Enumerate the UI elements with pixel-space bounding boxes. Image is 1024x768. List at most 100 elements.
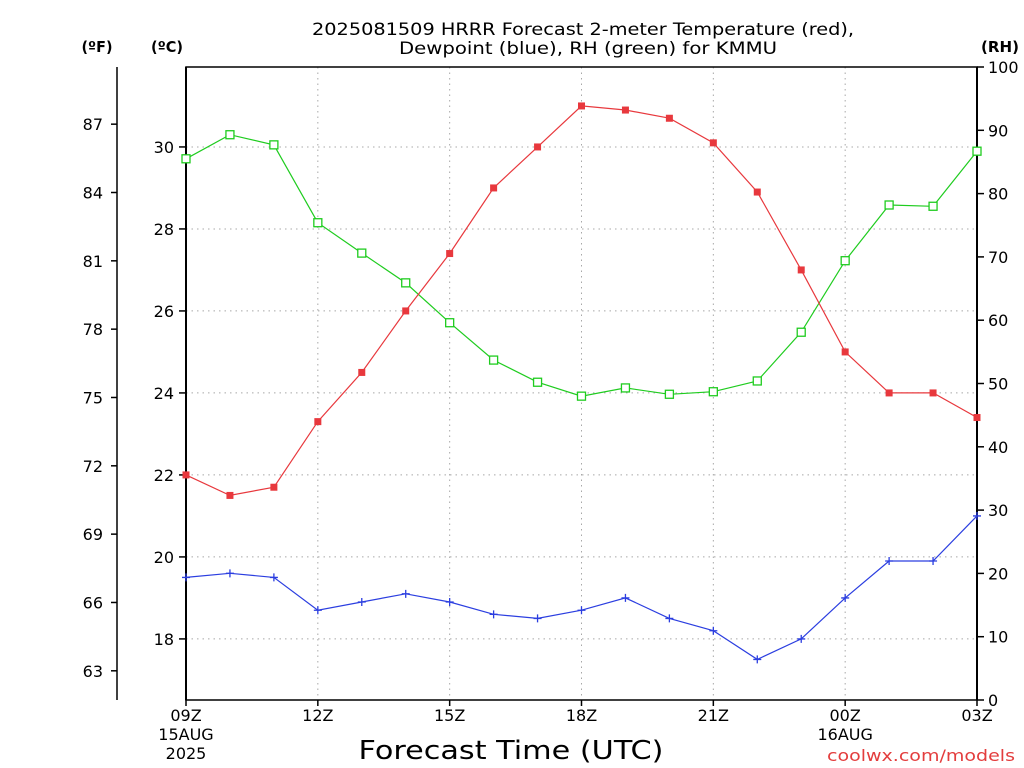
rh-tick-label: 50 <box>988 375 1008 394</box>
rh-point <box>576 391 587 401</box>
temperature-point <box>709 139 717 147</box>
rh-point <box>928 201 938 211</box>
x-tick-label: 09Z <box>170 706 201 725</box>
temperature-point <box>314 418 322 426</box>
temperature-point <box>841 348 849 356</box>
rh-tick-label: 10 <box>988 628 1008 647</box>
dewpoint-point <box>753 655 762 664</box>
temperature-point <box>885 389 893 397</box>
rh-point <box>445 318 455 328</box>
x-tick-label: 18Z <box>566 706 597 725</box>
celsius-axis-label: (ºC) <box>151 38 183 56</box>
x-tick-date-label: 16AUG <box>817 725 872 744</box>
dewpoint-point <box>269 573 278 582</box>
celsius-tick-label: 30 <box>154 138 174 157</box>
dewpoint-point <box>577 606 586 615</box>
rh-point <box>401 278 411 288</box>
rh-point <box>620 383 631 393</box>
fahrenheit-tick-label: 69 <box>83 525 103 544</box>
rh-point <box>664 389 675 399</box>
x-tick-label: 12Z <box>302 706 333 725</box>
rh-point <box>884 200 894 210</box>
dewpoint-point <box>533 614 542 623</box>
grid <box>186 67 977 700</box>
x-tick-label: 00Z <box>830 706 861 725</box>
chart-title-line-1: 2025081509 HRRR Forecast 2-meter Tempera… <box>312 20 854 40</box>
temperature-point <box>578 102 585 110</box>
dewpoint-point <box>357 598 366 607</box>
rh-point <box>532 377 543 387</box>
rh-point <box>269 140 279 150</box>
dewpoint-point <box>929 557 938 566</box>
rh-tick-label: 80 <box>988 185 1008 204</box>
temperature-point <box>358 368 366 376</box>
fahrenheit-tick-label: 87 <box>83 115 103 134</box>
x-tick-label: 03Z <box>961 706 992 725</box>
dewpoint-point <box>489 610 498 619</box>
series <box>181 102 982 664</box>
x-tick-label: 15Z <box>434 706 465 725</box>
celsius-tick-label: 26 <box>154 302 174 321</box>
dewpoint-point <box>973 511 981 520</box>
rh-tick-label: 90 <box>988 121 1008 140</box>
dewpoint-point <box>709 626 718 635</box>
fahrenheit-tick-label: 63 <box>83 662 103 681</box>
rh-tick-label: 20 <box>988 564 1008 583</box>
rh-point <box>225 130 235 140</box>
rh-point <box>752 376 762 386</box>
rh-point <box>840 256 850 266</box>
temperature-point <box>226 491 234 499</box>
celsius-tick-label: 20 <box>154 548 174 567</box>
celsius-tick-label: 24 <box>154 384 174 403</box>
temperature-point <box>621 106 629 114</box>
rh-point <box>181 154 191 164</box>
rh-point <box>796 327 806 337</box>
fahrenheit-tick-label: 78 <box>83 320 103 339</box>
axes: 63 66 69 72 75 78 81 84 87 18 20 22 24 26 28 30 0 10 20 30 4… <box>83 58 1019 763</box>
chart-title-line-2: Dewpoint (blue), RH (green) for KMMU <box>399 39 777 59</box>
dewpoint-point <box>445 598 454 607</box>
rh-tick-label: 30 <box>988 501 1008 520</box>
temperature-point <box>929 389 937 397</box>
rh-point <box>357 248 367 258</box>
rh-point <box>972 146 982 156</box>
rh-tick-label: 60 <box>988 311 1008 330</box>
temperature-point <box>797 266 805 274</box>
fahrenheit-tick-label: 84 <box>83 183 103 202</box>
rh-point <box>313 218 323 228</box>
credit-text: coolwx.com/models <box>827 746 1015 765</box>
celsius-tick-label: 22 <box>154 466 174 485</box>
temperature-point <box>665 114 673 122</box>
temperature-point <box>973 414 981 422</box>
fahrenheit-tick-label: 75 <box>83 388 103 407</box>
rh-axis-label: (RH) <box>981 38 1019 56</box>
temperature-point <box>534 143 542 151</box>
celsius-tick-label: 28 <box>154 220 174 239</box>
temperature-point <box>270 483 278 491</box>
dewpoint-point <box>665 614 674 623</box>
rh-point <box>708 387 718 397</box>
x-tick-date-label: 15AUG <box>158 725 213 744</box>
temperature-point <box>490 184 498 192</box>
dewpoint-point <box>885 557 894 566</box>
temperature-point <box>182 471 190 479</box>
dewpoint-point <box>182 573 190 582</box>
rh-tick-label: 0 <box>988 691 998 710</box>
rh-point <box>488 355 499 365</box>
temperature-point <box>402 307 410 315</box>
fahrenheit-tick-label: 81 <box>83 252 103 271</box>
dewpoint-point <box>841 593 850 602</box>
rh-tick-label: 70 <box>988 248 1008 267</box>
x-tick-label: 21Z <box>698 706 729 725</box>
fahrenheit-axis-label: (ºF) <box>82 38 113 56</box>
dewpoint-point <box>401 589 410 598</box>
dewpoint-point <box>313 606 322 615</box>
x-tick-date-label: 2025 <box>166 744 207 763</box>
dewpoint-point <box>797 634 806 643</box>
temperature-point <box>446 250 454 258</box>
fahrenheit-tick-label: 72 <box>83 457 103 476</box>
celsius-tick-label: 18 <box>154 630 174 649</box>
